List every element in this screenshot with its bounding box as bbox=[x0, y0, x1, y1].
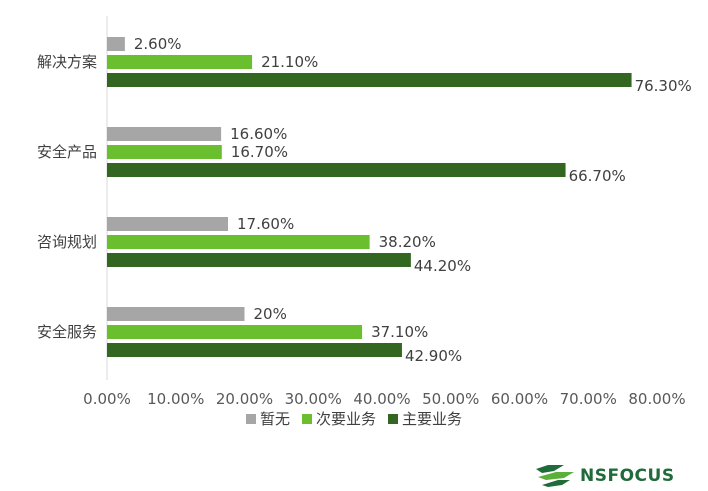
legend-swatch-none bbox=[245, 413, 256, 424]
logo-text: NSFOCUS bbox=[580, 466, 675, 486]
data-label: 16.60% bbox=[230, 125, 287, 143]
x-tick-label: 60.00% bbox=[491, 390, 548, 408]
legend-swatch-primary bbox=[388, 413, 398, 424]
data-label: 66.70% bbox=[569, 167, 626, 185]
category-label: 安全产品 bbox=[37, 143, 97, 161]
bar bbox=[107, 73, 632, 87]
data-label: 2.60% bbox=[134, 35, 182, 53]
data-label: 20% bbox=[254, 305, 287, 323]
legend-item-secondary: 次要业务 bbox=[301, 408, 376, 429]
bar bbox=[107, 127, 222, 141]
data-label: 17.60% bbox=[237, 215, 294, 233]
bar bbox=[107, 37, 125, 51]
category-label: 咨询规划 bbox=[37, 233, 97, 251]
legend-label-primary: 主要业务 bbox=[402, 410, 463, 428]
data-label: 21.10% bbox=[261, 53, 318, 71]
legend-item-primary: 主要业务 bbox=[388, 408, 462, 429]
data-label: 37.10% bbox=[371, 323, 428, 341]
data-label: 16.70% bbox=[231, 143, 288, 161]
x-tick-label: 70.00% bbox=[560, 390, 617, 408]
bar bbox=[107, 253, 411, 267]
bar bbox=[107, 55, 253, 69]
x-tick-label: 80.00% bbox=[628, 390, 685, 408]
bar bbox=[107, 163, 566, 177]
legend-item-none: 暂无 bbox=[245, 408, 290, 429]
bar bbox=[107, 235, 370, 249]
category-label: 安全服务 bbox=[37, 323, 97, 341]
x-tick-label: 10.00% bbox=[147, 390, 204, 408]
data-label: 44.20% bbox=[414, 257, 471, 275]
legend-label-secondary: 次要业务 bbox=[315, 410, 376, 428]
data-label: 76.30% bbox=[635, 77, 692, 95]
data-label: 38.20% bbox=[379, 233, 436, 251]
bar bbox=[107, 145, 222, 159]
nsfocus-emblem-icon bbox=[536, 465, 574, 487]
legend: 暂无 次要业务 主要业务 bbox=[0, 408, 708, 429]
bar bbox=[107, 343, 402, 357]
x-tick-label: 20.00% bbox=[216, 390, 273, 408]
bar bbox=[107, 325, 363, 339]
x-tick-label: 0.00% bbox=[83, 390, 131, 408]
legend-swatch-secondary bbox=[301, 413, 312, 424]
bar bbox=[107, 307, 245, 321]
x-tick-label: 50.00% bbox=[422, 390, 479, 408]
nsfocus-logo: NSFOCUS bbox=[534, 462, 675, 490]
legend-label-none: 暂无 bbox=[259, 410, 290, 428]
data-label: 42.90% bbox=[405, 347, 462, 365]
bar bbox=[107, 217, 228, 231]
x-tick-label: 30.00% bbox=[285, 390, 342, 408]
x-tick-label: 40.00% bbox=[353, 390, 410, 408]
category-label: 解决方案 bbox=[37, 53, 97, 71]
